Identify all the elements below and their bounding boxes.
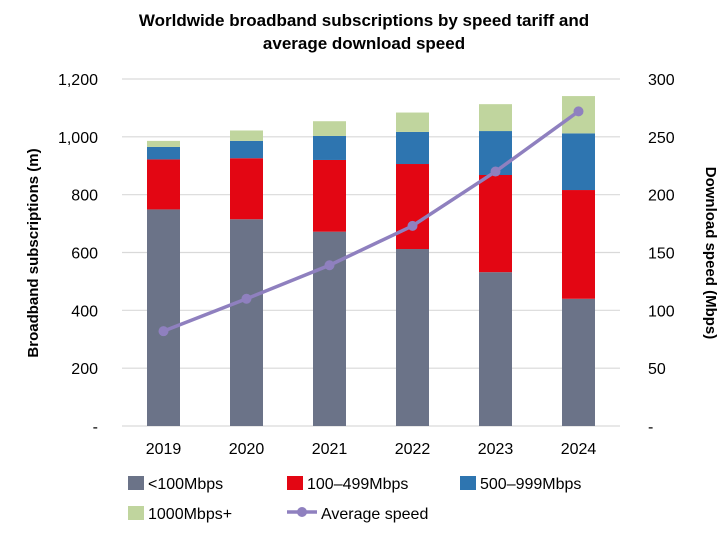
bar-segment (147, 209, 180, 426)
bar-segment (230, 158, 263, 220)
chart-title-line-1: Worldwide broadband subscriptions by spe… (139, 11, 589, 30)
y-tick-label: 1,200 (58, 72, 98, 89)
y2-tick-label: 50 (648, 361, 666, 378)
average-speed-point (158, 326, 169, 337)
chart-title-line-2: average download speed (263, 34, 465, 53)
legend-swatch (287, 476, 303, 490)
legend-label: 1000Mbps+ (148, 506, 232, 523)
bar-segment (230, 130, 263, 141)
x-tick-label: 2021 (312, 441, 348, 458)
average-speed-line (162, 109, 580, 333)
legend-swatch (128, 506, 144, 520)
average-speed-point (407, 220, 418, 231)
legend-line-marker (297, 507, 307, 517)
y2-tick-label: 100 (648, 303, 675, 320)
bar-segment (313, 121, 346, 136)
bar-segment (313, 135, 346, 160)
y2-tick-label: 250 (648, 130, 675, 147)
bar-segment (396, 112, 429, 132)
y-tick-label: 600 (71, 246, 98, 263)
x-tick-label: 2022 (395, 441, 431, 458)
legend-label: Average speed (321, 506, 428, 523)
bar-segment (479, 272, 512, 426)
bar-segment (562, 298, 595, 426)
bar-segment (230, 140, 263, 159)
y-tick-label: 800 (71, 188, 98, 205)
average-speed-point (324, 260, 335, 271)
legend-label: <100Mbps (148, 476, 223, 493)
average-speed-point (490, 166, 501, 177)
bar-segment (396, 249, 429, 426)
bar-segment (562, 133, 595, 191)
bar-segment (396, 164, 429, 250)
bar-segment (479, 175, 512, 273)
legend-label: 100–499Mbps (307, 476, 408, 493)
y2-tick-label: - (648, 419, 653, 436)
y-tick-label: 400 (71, 303, 98, 320)
x-tick-label: 2024 (561, 441, 597, 458)
bar-segment (562, 190, 595, 299)
legend-swatch (128, 476, 144, 490)
y2-tick-label: 300 (648, 72, 675, 89)
x-tick-label: 2020 (229, 441, 265, 458)
bar-segment (396, 131, 429, 165)
x-tick-label: 2023 (478, 441, 514, 458)
bar-segment (147, 140, 180, 147)
y-tick-label: - (93, 419, 98, 436)
average-speed-point (573, 106, 584, 117)
legend-swatch (460, 476, 476, 490)
bar-segment (479, 104, 512, 132)
y-tick-label: 1,000 (58, 130, 98, 147)
bar-segment (230, 219, 263, 426)
bar-segment (147, 159, 180, 210)
y-tick-label: 200 (71, 361, 98, 378)
average-speed-point (241, 293, 252, 304)
legend-label: 500–999Mbps (480, 476, 581, 493)
y2-tick-label: 150 (648, 246, 675, 263)
x-tick-label: 2019 (146, 441, 182, 458)
bar-segment (147, 146, 180, 160)
y2-axis-label: Download speed (Mbps) (702, 167, 719, 340)
bar-segment (313, 159, 346, 232)
y2-tick-label: 200 (648, 188, 675, 205)
y-axis-label: Broadband subscriptions (m) (25, 148, 42, 357)
